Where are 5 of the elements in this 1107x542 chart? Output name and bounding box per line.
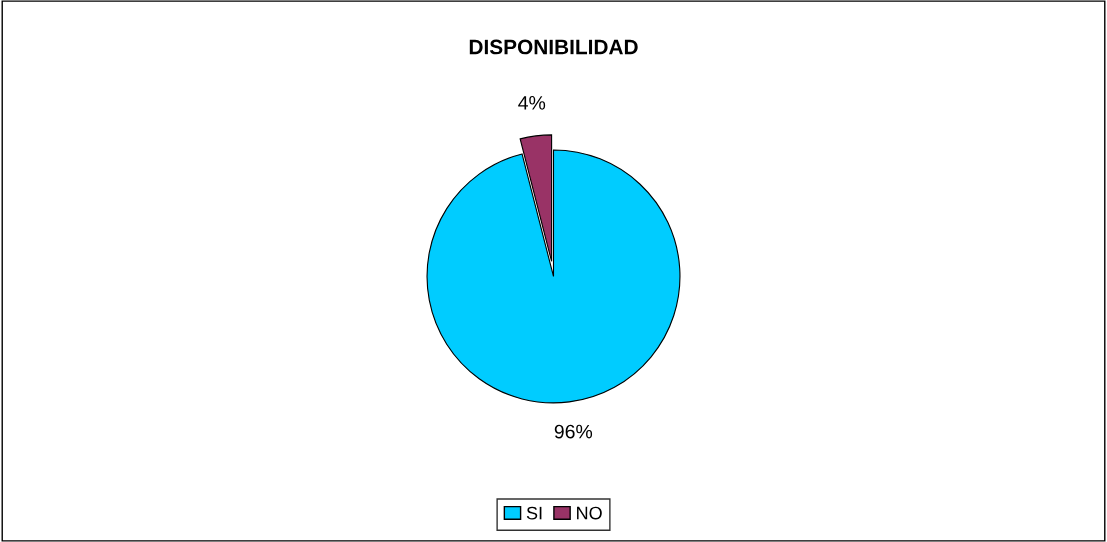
legend-label: NO bbox=[577, 506, 602, 520]
legend-label: SI bbox=[526, 506, 542, 520]
data-label: 4% bbox=[518, 96, 546, 110]
data-label: 96% bbox=[554, 424, 593, 439]
chart-title: DISPONIBILIDAD bbox=[469, 39, 638, 55]
